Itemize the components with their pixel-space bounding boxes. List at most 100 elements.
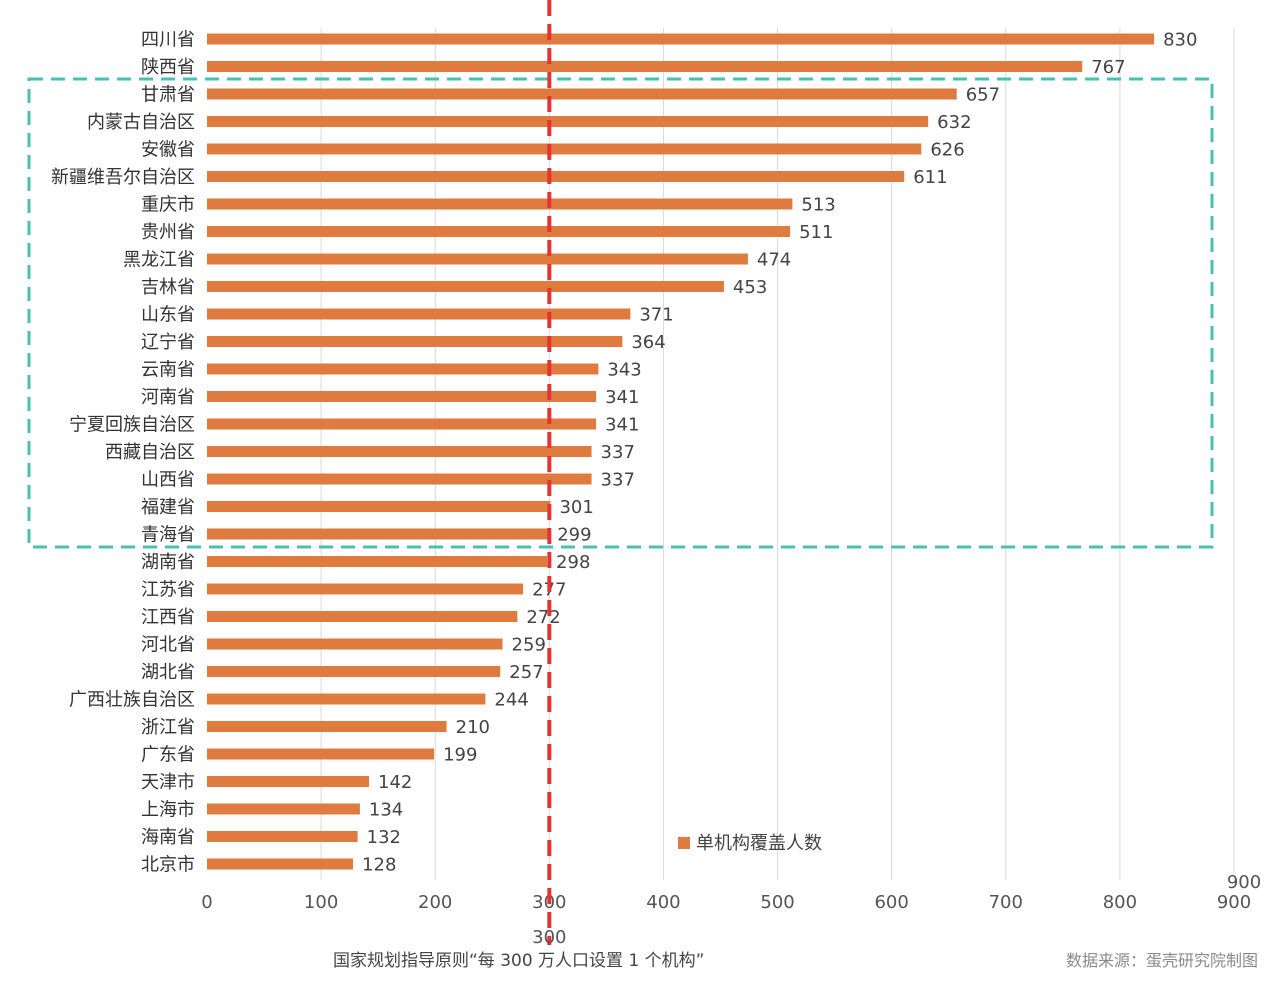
category-label: 海南省 xyxy=(141,827,195,848)
category-label: 陕西省 xyxy=(141,57,195,78)
value-label: 453 xyxy=(733,277,767,298)
category-label: 福建省 xyxy=(141,497,195,518)
x-axis-ticks: 0100200300400500600700800900 xyxy=(201,892,1251,913)
bar xyxy=(207,693,486,705)
value-label: 511 xyxy=(799,222,833,243)
bar xyxy=(207,583,524,595)
bar xyxy=(207,116,929,127)
category-label: 西藏自治区 xyxy=(105,442,195,463)
bar xyxy=(207,198,793,210)
bar xyxy=(207,803,360,815)
value-label: 474 xyxy=(757,250,791,271)
value-label: 343 xyxy=(607,360,641,381)
x-tick-label: 0 xyxy=(201,892,212,913)
bar xyxy=(207,391,597,402)
category-label: 北京市 xyxy=(141,855,195,876)
x-tick-label: 700 xyxy=(989,892,1023,913)
x-tick-label: 800 xyxy=(1103,892,1137,913)
value-label: 272 xyxy=(526,607,560,628)
value-label: 299 xyxy=(557,525,591,546)
category-labels: 四川省陕西省甘肃省内蒙古自治区安徽省新疆维吾尔自治区重庆市贵州省黑龙江省吉林省山… xyxy=(51,30,195,876)
category-label: 辽宁省 xyxy=(141,332,195,353)
value-label: 767 xyxy=(1091,57,1125,78)
bar xyxy=(207,226,791,237)
bars xyxy=(207,33,1155,870)
value-label: 830 xyxy=(1163,30,1197,51)
category-label: 安徽省 xyxy=(141,140,195,161)
bar xyxy=(207,363,599,375)
value-label: 341 xyxy=(605,415,639,436)
reference-line-label: 300 xyxy=(532,927,566,948)
bar xyxy=(207,61,1083,72)
value-label: 341 xyxy=(605,387,639,408)
category-label: 浙江省 xyxy=(141,717,195,738)
category-label: 广西壮族自治区 xyxy=(69,690,195,711)
x-tick-label: 500 xyxy=(760,892,794,913)
bar xyxy=(207,748,435,760)
legend-swatch xyxy=(678,837,690,849)
bar xyxy=(207,418,597,430)
bar xyxy=(207,611,518,622)
bar xyxy=(207,858,354,870)
x-tick-label: 900 xyxy=(1217,892,1251,913)
category-label: 河北省 xyxy=(141,635,195,656)
value-label: 142 xyxy=(378,772,412,793)
bar xyxy=(207,308,631,320)
bar xyxy=(207,528,549,540)
category-label: 上海市 xyxy=(141,800,195,821)
extra-tick-label-900: 900 xyxy=(1227,872,1261,893)
highlight-box xyxy=(27,77,1214,549)
value-label: 210 xyxy=(456,717,490,738)
x-tick-label: 200 xyxy=(418,892,452,913)
bar xyxy=(207,556,548,567)
bar xyxy=(207,143,922,155)
category-label: 天津市 xyxy=(141,772,195,793)
value-label: 632 xyxy=(937,112,971,133)
value-label: 259 xyxy=(512,635,546,656)
legend: 单机构覆盖人数 xyxy=(678,833,822,854)
value-label: 257 xyxy=(509,662,543,683)
category-label: 湖南省 xyxy=(141,552,195,573)
value-label: 298 xyxy=(556,552,590,573)
bar xyxy=(207,666,501,677)
category-label: 山东省 xyxy=(141,305,195,326)
annotation-text: 国家规划指导原则“每 300 万人口设置 1 个机构” xyxy=(333,951,705,971)
category-label: 云南省 xyxy=(141,360,195,381)
value-label: 337 xyxy=(601,442,635,463)
bar xyxy=(207,171,905,182)
value-label: 513 xyxy=(801,195,835,216)
x-tick-label: 400 xyxy=(646,892,680,913)
value-label: 626 xyxy=(930,140,964,161)
category-label: 甘肃省 xyxy=(141,85,195,106)
category-label: 吉林省 xyxy=(141,277,195,298)
bar xyxy=(207,281,724,292)
bar xyxy=(207,501,551,512)
category-label: 四川省 xyxy=(141,30,195,51)
value-label: 371 xyxy=(639,305,673,326)
category-label: 广东省 xyxy=(141,745,195,766)
category-label: 河南省 xyxy=(141,387,195,408)
value-label: 134 xyxy=(369,800,403,821)
bar xyxy=(207,831,358,842)
category-label: 新疆维吾尔自治区 xyxy=(51,167,195,188)
value-label: 657 xyxy=(966,85,1000,106)
bar xyxy=(207,721,447,732)
category-label: 贵州省 xyxy=(141,222,195,243)
source-text: 数据来源：蛋壳研究院制图 xyxy=(1066,951,1258,970)
category-label: 重庆市 xyxy=(141,195,195,216)
legend-label: 单机构覆盖人数 xyxy=(696,833,822,854)
value-label: 244 xyxy=(494,690,528,711)
value-label: 364 xyxy=(631,332,665,353)
category-label: 青海省 xyxy=(141,525,195,546)
bar xyxy=(207,446,592,457)
value-label: 611 xyxy=(913,167,947,188)
value-label: 337 xyxy=(601,470,635,491)
category-label: 内蒙古自治区 xyxy=(87,112,195,133)
bar xyxy=(207,473,592,485)
bar xyxy=(207,88,957,100)
bar xyxy=(207,33,1155,45)
x-tick-label: 600 xyxy=(874,892,908,913)
category-label: 黑龙江省 xyxy=(123,250,195,271)
x-tick-label: 100 xyxy=(304,892,338,913)
